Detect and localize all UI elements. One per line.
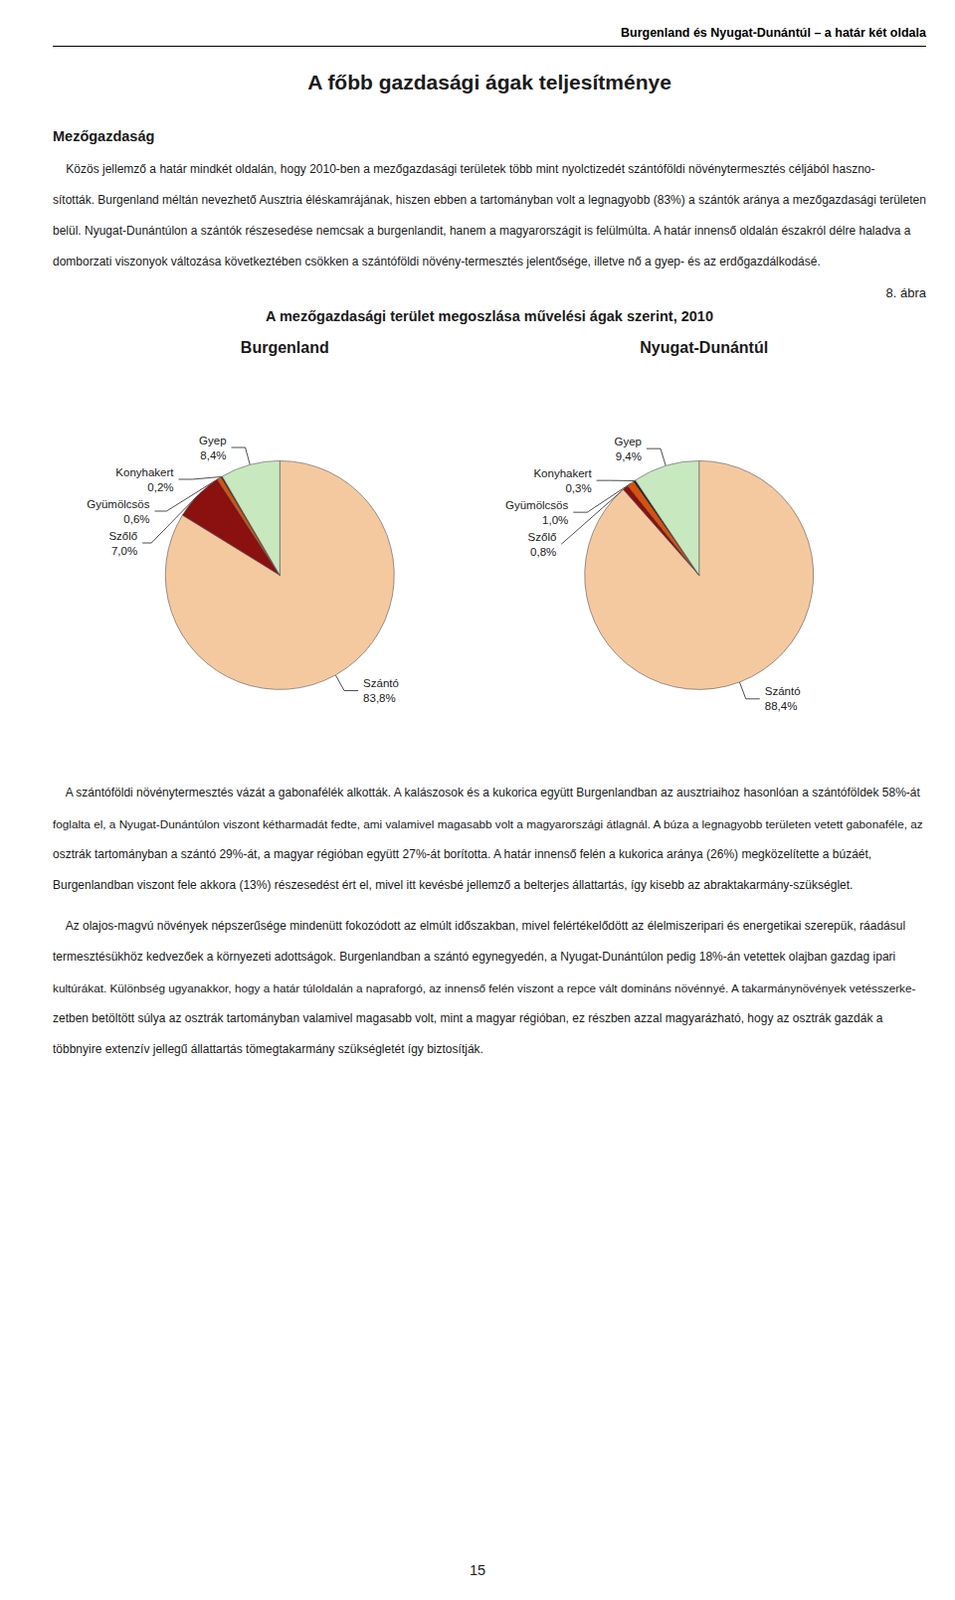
svg-text:Burgenland: Burgenland [240, 339, 330, 357]
html-text:foglalta el, a Nyugat-Dunántúl: foglalta el, a Nyugat-Dunántúlon viszont… [52, 817, 923, 831]
html-text:Az olajos-magvú növények népsz: Az olajos-magvú növények népszerűsége mi… [52, 919, 906, 934]
svg-text:88,4%: 88,4% [764, 700, 798, 713]
svg-text:Szőlő: Szőlő [528, 531, 558, 544]
html-text:Mezőgazdaság: Mezőgazdaság [52, 128, 155, 145]
svg-text:8,4%: 8,4% [199, 449, 226, 462]
svg-text:Szántó: Szántó [363, 677, 399, 690]
svg-text:0,3%: 0,3% [565, 482, 591, 495]
html-text:domborzati viszonyok változása: domborzati viszonyok változása következt… [52, 254, 821, 269]
svg-text:Gyümölcsös: Gyümölcsös [505, 499, 570, 512]
svg-text:0,2%: 0,2% [147, 481, 174, 494]
svg-text:0,8%: 0,8% [530, 546, 557, 559]
svg-text:Nyugat-Dunántúl: Nyugat-Dunántúl [639, 339, 768, 357]
html-text:többnyire extenzív jellegű áll: többnyire extenzív jellegű állattartás t… [52, 1042, 484, 1057]
svg-text:Konyhakert: Konyhakert [533, 467, 592, 480]
html-text:8. ábra: 8. ábra [885, 285, 927, 301]
html-text:belül. Nyugat-Dunántúlon a szá: belül. Nyugat-Dunántúlon a szántók része… [52, 223, 911, 238]
svg-text:Szántó: Szántó [764, 685, 801, 698]
html-text:Közös jellemző a határ mindkét: Közös jellemző a határ mindkét oldalán, … [52, 162, 875, 177]
svg-text:83,8%: 83,8% [363, 692, 396, 705]
svg-text:Konyhakert: Konyhakert [115, 466, 175, 479]
svg-text:Gyümölcsös: Gyümölcsös [86, 498, 151, 511]
html-text:A szántóföldi növénytermesztés: A szántóföldi növénytermesztés vázát a g… [52, 785, 921, 800]
html-text:zetben betöltött súlya az oszt: zetben betöltött súlya az osztrák tartom… [52, 1011, 883, 1026]
html-text:termesztésükhöz kedvezőek a kö: termesztésükhöz kedvezőek a környezeti a… [52, 950, 896, 964]
svg-text:0,6%: 0,6% [123, 513, 150, 526]
html-text:sították. Burgenland méltán ne: sították. Burgenland méltán nevezhető Au… [52, 192, 927, 207]
svg-text:9,4%: 9,4% [615, 450, 642, 463]
html-text:kultúrákat. Különbség ugyanakk: kultúrákat. Különbség ugyanakkor, hogy a… [52, 981, 916, 995]
html-text:Burgenlandban viszont fele akk: Burgenlandban viszont fele akkora (13%) … [52, 878, 853, 893]
svg-text:7,0%: 7,0% [111, 545, 138, 558]
svg-text:Gyep: Gyep [613, 435, 642, 448]
html-text:Burgenland és Nyugat-Dunántúl: Burgenland és Nyugat-Dunántúl – a határ … [620, 25, 927, 40]
html-text:osztrák tartományban a szántó: osztrák tartományban a szántó 29%-át, a … [52, 847, 872, 862]
svg-text:Gyep: Gyep [198, 434, 227, 447]
svg-text:Szőlő: Szőlő [108, 530, 138, 543]
svg-text:1,0%: 1,0% [542, 514, 569, 527]
html-text:A mezőgazdasági terület megosz: A mezőgazdasági terület megoszlása művel… [265, 308, 714, 325]
html-text:15: 15 [469, 1562, 486, 1579]
html-text:A főbb gazdasági ágak teljesít: A főbb gazdasági ágak teljesítménye [307, 70, 672, 94]
